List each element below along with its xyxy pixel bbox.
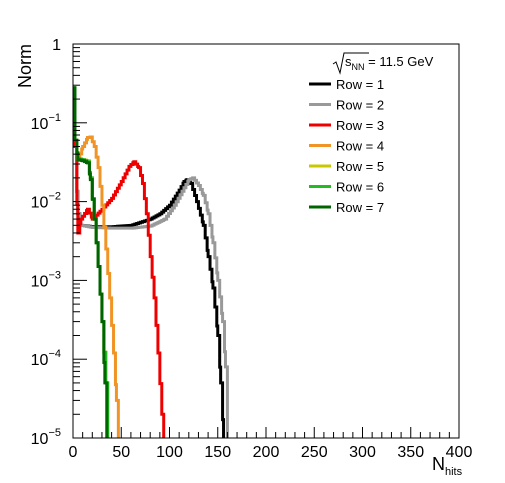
legend-label: Row = 1 [336,77,384,92]
legend-label: Row = 3 [336,118,384,133]
legend-label: Row = 4 [336,139,384,154]
series-line [73,94,166,438]
tick-labels: 0 50 100 150 200 250 300 350 400 10−5 10−4 10−3 10−2… [31,37,473,461]
x-axis-title-main: N [432,454,445,474]
series-line [73,86,109,438]
x-tick-label: 250 [301,444,328,461]
y-tick-label: 1 [52,37,61,54]
series-layer [73,86,229,438]
legend: Row = 1 Row = 2 Row = 3 Row = 4 Row = 5 Row =… [309,77,384,215]
sqrt-symbol [332,52,369,75]
legend-label: Row = 5 [336,159,384,174]
x-axis-title-sub: hits [445,466,463,478]
legend-label: Row = 7 [336,200,384,215]
series-line [73,89,120,438]
x-tick-label: 50 [112,444,130,461]
y-tick-label: 10−1 [31,112,61,133]
legend-label: Row = 6 [336,180,384,195]
x-tick-label: 0 [69,444,78,461]
x-tick-label: 150 [204,444,231,461]
y-tick-label: 10−3 [31,269,61,290]
ticks-layer [72,47,460,439]
x-tick-label: 350 [397,444,424,461]
energy-annotation: sNN = 11.5 GeV [332,52,434,75]
y-tick-label: 10−2 [31,191,61,212]
y-tick-label: 10−4 [31,348,61,369]
x-tick-label: 200 [253,444,280,461]
y-axis-title: Norm [15,44,35,88]
legend-label: Row = 2 [336,98,384,113]
x-tick-label: 300 [349,444,376,461]
y-tick-label: 10−5 [31,427,61,448]
x-tick-label: 400 [446,444,473,461]
x-axis-title: Nhits [432,454,463,478]
annotation-text: sNN = 11.5 GeV [345,54,434,72]
x-tick-label: 100 [156,444,183,461]
plot-frame [72,43,460,439]
